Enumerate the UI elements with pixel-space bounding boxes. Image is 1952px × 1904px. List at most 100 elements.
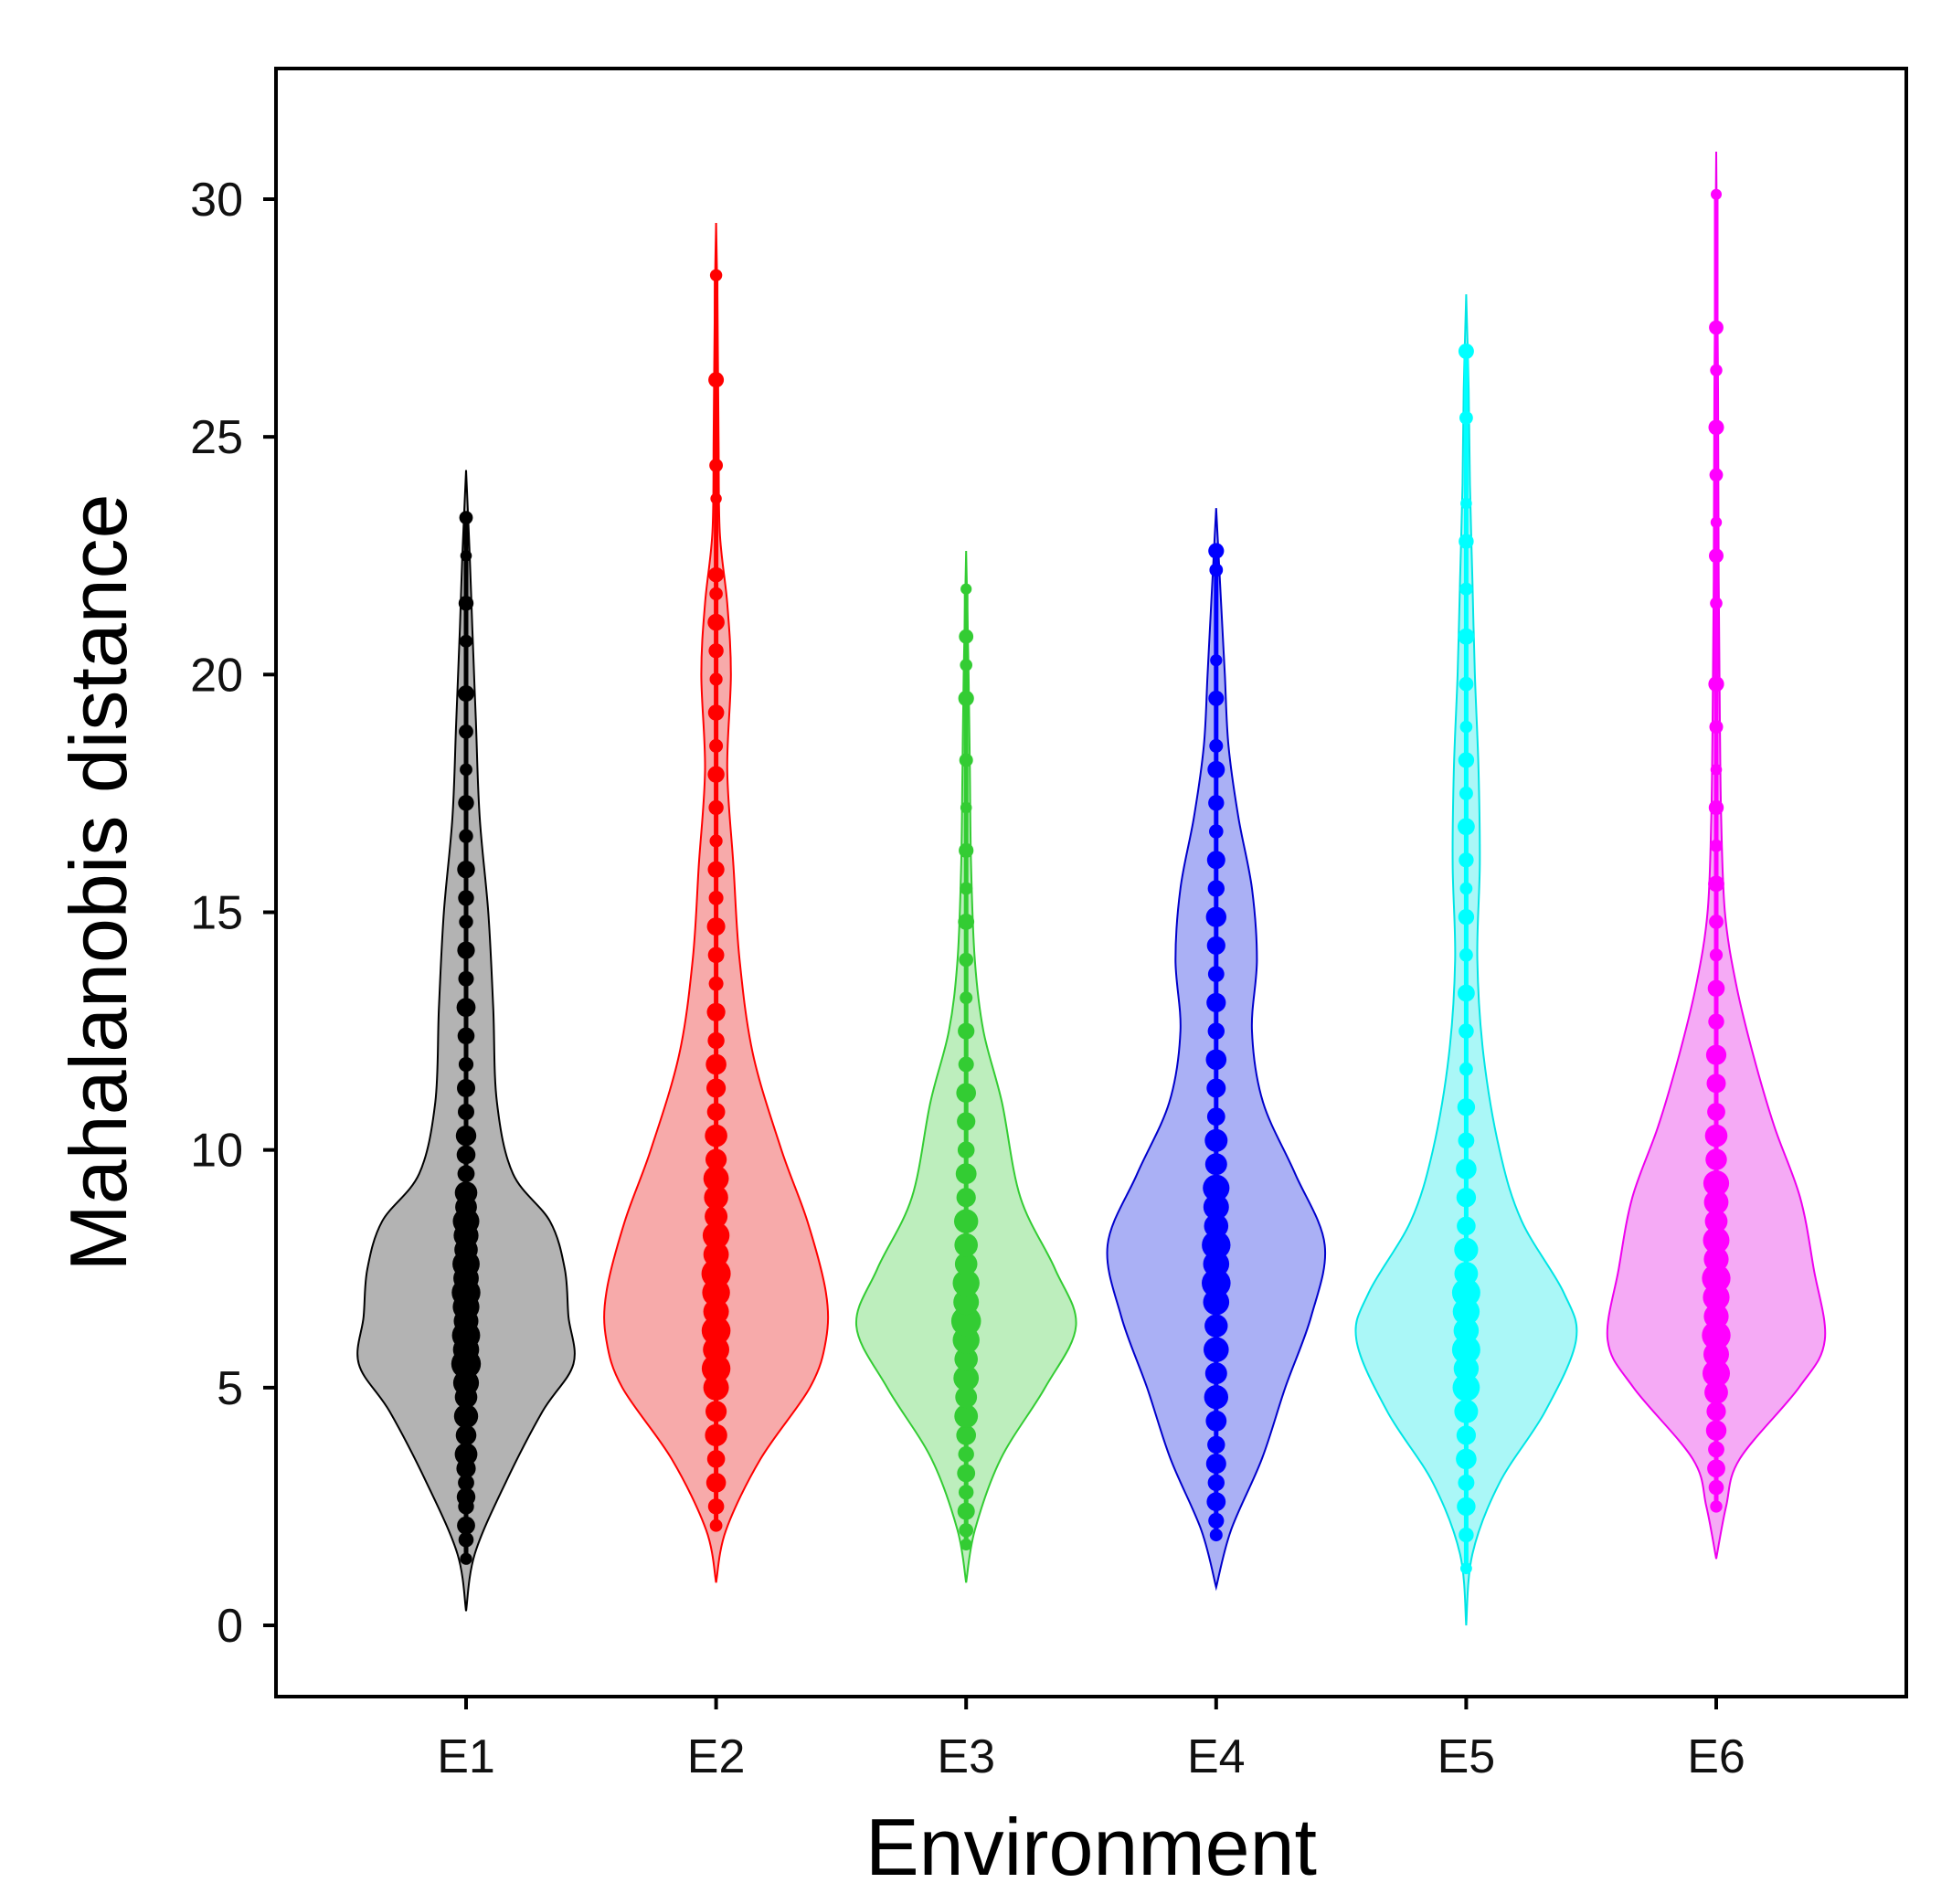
data-point-e4 [1205, 1049, 1227, 1071]
data-point-e2 [708, 372, 725, 388]
data-point-e6 [1710, 597, 1723, 610]
data-point-e2 [707, 1031, 725, 1050]
data-point-e4 [1206, 1492, 1226, 1512]
data-point-e5 [1456, 1425, 1476, 1445]
data-point-e4 [1207, 760, 1225, 778]
data-point-e2 [706, 1078, 727, 1098]
data-point-e2 [701, 1316, 731, 1346]
data-point-e5 [1458, 344, 1474, 359]
data-point-e5 [1459, 534, 1474, 549]
data-point-e6 [1703, 1170, 1730, 1197]
data-point-e6 [1707, 1459, 1725, 1478]
data-point-e1 [458, 1475, 474, 1491]
data-point-e5 [1453, 1356, 1480, 1381]
data-point-e3 [960, 1539, 972, 1550]
data-point-e4 [1209, 1528, 1223, 1542]
data-point-e2 [702, 1222, 730, 1250]
data-point-e5 [1456, 1158, 1477, 1179]
data-point-e3 [960, 801, 972, 814]
data-point-e1 [458, 1056, 474, 1073]
data-point-e4 [1207, 966, 1225, 982]
data-point-e3 [950, 1306, 981, 1337]
data-point-e5 [1453, 1317, 1480, 1344]
data-point-e1 [459, 634, 473, 649]
data-point-e1 [454, 1181, 478, 1204]
data-point-e6 [1703, 1359, 1730, 1388]
data-point-e6 [1709, 320, 1724, 335]
data-point-e2 [708, 976, 724, 991]
data-point-e1 [458, 1532, 474, 1548]
data-point-e5 [1458, 909, 1475, 926]
data-point-e6 [1704, 1124, 1728, 1148]
y-tick-label-20: 20 [190, 649, 243, 702]
data-point-e6 [1705, 1044, 1727, 1065]
data-point-e2 [707, 704, 725, 721]
x-tick-label-e5: E5 [1437, 1730, 1496, 1783]
data-point-e3 [960, 991, 973, 1005]
data-point-e3 [952, 1269, 980, 1297]
data-point-e4 [1207, 1435, 1225, 1454]
data-point-e6 [1708, 1479, 1724, 1496]
data-point-e2 [710, 492, 722, 504]
data-point-e2 [709, 1518, 723, 1532]
data-point-e1 [458, 1104, 474, 1120]
data-point-e5 [1460, 497, 1472, 510]
data-point-e5 [1456, 1188, 1477, 1208]
data-point-e2 [706, 1002, 726, 1021]
data-point-e2 [708, 890, 724, 905]
data-point-e6 [1709, 720, 1724, 735]
data-point-e1 [454, 1443, 478, 1466]
data-point-e2 [709, 269, 723, 281]
data-point-e1 [457, 861, 475, 879]
data-point-e6 [1709, 948, 1724, 962]
plot-frame [274, 67, 1908, 1698]
data-point-e1 [459, 829, 473, 843]
data-point-e3 [959, 753, 973, 767]
data-point-e3 [953, 1289, 980, 1316]
data-point-e6 [1710, 839, 1723, 852]
data-point-e2 [703, 1298, 729, 1325]
y-tick-label-30: 30 [190, 174, 243, 227]
data-point-e4 [1204, 1385, 1229, 1410]
data-point-e4 [1206, 1107, 1225, 1127]
data-point-e5 [1459, 582, 1473, 596]
data-point-e1 [453, 1403, 479, 1429]
data-point-e2 [709, 587, 723, 601]
data-point-e3 [960, 659, 972, 672]
data-point-e5 [1459, 720, 1473, 734]
data-point-e4 [1208, 795, 1225, 811]
data-point-e3 [954, 1404, 979, 1428]
data-point-e3 [954, 1253, 978, 1275]
data-point-e6 [1709, 548, 1724, 564]
data-point-e2 [705, 1473, 727, 1493]
data-point-e5 [1454, 1399, 1479, 1423]
data-point-e5 [1459, 676, 1474, 692]
data-point-e3 [957, 1464, 976, 1483]
data-point-e3 [958, 1446, 974, 1463]
data-point-e5 [1459, 882, 1473, 895]
data-point-e6 [1708, 799, 1724, 816]
data-point-e5 [1460, 1562, 1472, 1574]
data-point-e2 [705, 1124, 727, 1148]
data-point-e2 [706, 917, 726, 936]
data-point-e6 [1702, 1320, 1731, 1350]
data-point-e2 [708, 799, 724, 816]
data-point-e4 [1207, 880, 1225, 897]
data-point-e5 [1459, 1023, 1474, 1039]
data-point-e3 [958, 1022, 975, 1040]
data-point-e3 [960, 882, 973, 895]
y-tick-label-5: 5 [217, 1362, 243, 1415]
data-point-e1 [459, 511, 473, 524]
data-point-e3 [958, 914, 975, 930]
data-point-e4 [1206, 992, 1226, 1012]
data-point-e5 [1458, 1474, 1475, 1491]
data-point-e6 [1706, 1402, 1726, 1422]
points-layer [451, 188, 1731, 1574]
data-point-e2 [706, 1450, 726, 1468]
data-point-e1 [458, 596, 474, 611]
x-tick-label-e3: E3 [937, 1730, 995, 1783]
data-point-e3 [959, 952, 973, 968]
data-point-e4 [1208, 543, 1225, 559]
data-point-e5 [1458, 984, 1475, 1002]
data-point-e4 [1210, 654, 1223, 667]
